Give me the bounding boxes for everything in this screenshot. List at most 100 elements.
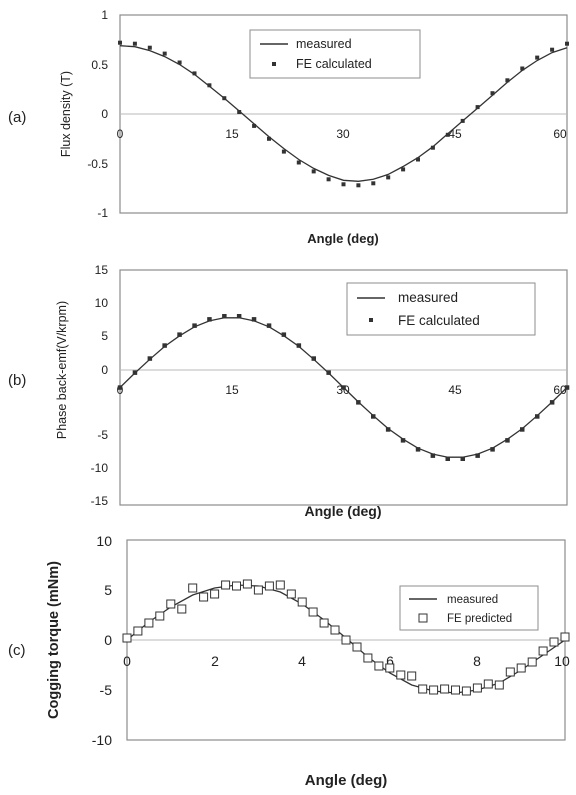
data-point-c-26 — [407, 671, 417, 681]
data-point-a-8 — [237, 110, 242, 114]
x-tick-label-c-0: 0 — [123, 653, 131, 669]
data-point-b-23 — [460, 456, 465, 461]
data-point-a-15 — [341, 182, 346, 187]
data-point-a-23 — [460, 118, 465, 123]
y-tick-label-c-1: -5 — [100, 682, 113, 698]
x-tick-label-a-4: 60 — [553, 127, 567, 141]
data-point-c-11 — [242, 579, 252, 589]
data-point-c-13 — [264, 581, 274, 591]
data-point-b-11 — [281, 332, 287, 337]
legend-marker-swatch-a — [272, 62, 276, 66]
data-point-a-24 — [475, 105, 480, 110]
legend-c: measured FE predicted — [399, 585, 539, 631]
data-point-c-17 — [308, 607, 318, 617]
data-point-c-40 — [560, 632, 570, 642]
panel-b: (b) Phase back-emf(V/krpm) Angle (deg) -… — [8, 263, 570, 519]
data-point-b-22 — [445, 456, 450, 461]
data-point-c-21 — [352, 642, 362, 652]
data-point-b-9 — [251, 317, 257, 322]
y-tick-label-c-3: 5 — [104, 582, 112, 598]
series-layer-c — [122, 579, 570, 696]
data-point-c-0 — [122, 633, 132, 643]
x-tick-label-b-1: 15 — [225, 383, 239, 397]
data-point-b-6 — [207, 317, 212, 322]
x-tick-label-c-5: 10 — [554, 653, 570, 669]
data-point-c-20 — [341, 635, 351, 645]
data-point-a-9 — [252, 123, 257, 128]
data-point-b-1 — [132, 370, 138, 375]
data-point-c-12 — [253, 585, 263, 595]
data-point-c-36 — [516, 663, 526, 673]
x-tick-label-b-0: 0 — [117, 383, 124, 397]
data-point-b-19 — [400, 438, 406, 443]
data-point-a-16 — [356, 183, 361, 188]
data-point-a-17 — [371, 181, 376, 186]
data-point-b-8 — [236, 314, 242, 319]
y-tick-label-a-0: -1 — [97, 206, 108, 220]
data-point-b-29 — [549, 400, 555, 405]
legend-label-measured-c: measured — [447, 594, 498, 606]
x-tick-label-b-2: 30 — [336, 383, 350, 397]
y-tick-label-a-3: 0.5 — [91, 58, 108, 72]
data-point-a-19 — [401, 167, 406, 172]
data-point-b-28 — [535, 414, 540, 419]
y-tick-label-a-2: 0 — [101, 107, 108, 121]
data-point-a-12 — [296, 160, 301, 165]
data-point-a-6 — [207, 83, 212, 88]
data-point-a-13 — [311, 169, 316, 174]
legend-label-fe-b: FE calculated — [398, 313, 480, 328]
x-tick-label-c-1: 2 — [211, 653, 219, 669]
data-point-c-29 — [440, 684, 450, 694]
data-point-b-17 — [371, 414, 376, 419]
legend-marker-swatch-c — [418, 613, 428, 623]
data-point-b-27 — [520, 427, 525, 432]
y-axis-label-a: Flux density (T) — [59, 71, 73, 157]
data-point-c-35 — [505, 667, 515, 677]
data-point-c-34 — [494, 680, 504, 690]
data-point-a-2 — [147, 45, 152, 50]
data-point-c-4 — [166, 599, 176, 609]
y-tick-label-b-2: -5 — [97, 428, 108, 442]
x-axis-label-c: Angle (deg) — [305, 772, 388, 789]
x-tick-label-a-3: 45 — [448, 127, 462, 141]
x-axis-label-a: Angle (deg) — [307, 231, 379, 246]
data-point-c-18 — [319, 618, 329, 628]
data-point-c-1 — [133, 626, 143, 636]
data-point-b-16 — [356, 400, 361, 405]
data-point-b-21 — [430, 453, 436, 458]
data-point-a-30 — [565, 41, 569, 46]
data-point-c-33 — [483, 679, 493, 689]
series-layer-b — [117, 314, 570, 461]
data-point-b-3 — [162, 343, 167, 348]
legend-label-measured-b: measured — [398, 290, 458, 305]
data-point-b-13 — [311, 356, 316, 361]
data-point-a-27 — [520, 66, 525, 71]
data-point-b-4 — [177, 332, 182, 337]
legend-marker-swatch-b — [369, 318, 373, 322]
data-point-a-11 — [281, 149, 286, 154]
panel-label-c: (c) — [8, 642, 26, 659]
x-tick-label-a-0: 0 — [117, 127, 124, 141]
data-point-c-28 — [429, 685, 439, 695]
data-point-c-8 — [210, 589, 220, 599]
legend-a: measured FE calculated — [249, 29, 421, 79]
data-point-a-26 — [505, 78, 510, 83]
data-point-c-24 — [385, 663, 395, 673]
data-point-b-20 — [415, 447, 421, 452]
data-point-c-14 — [275, 580, 285, 590]
data-point-b-10 — [266, 323, 272, 328]
data-point-b-18 — [385, 427, 391, 432]
data-point-c-3 — [155, 611, 165, 621]
data-point-a-29 — [550, 47, 555, 52]
data-point-b-12 — [296, 343, 302, 348]
series-layer-a — [118, 40, 569, 188]
y-tick-label-b-1: -10 — [91, 461, 109, 475]
data-point-c-15 — [286, 589, 296, 599]
data-point-c-23 — [374, 661, 384, 671]
y-tick-label-b-4: 5 — [101, 329, 108, 343]
x-tick-label-c-2: 4 — [298, 653, 306, 669]
x-tick-label-b-3: 45 — [448, 383, 462, 397]
data-point-c-2 — [144, 618, 154, 628]
data-point-b-5 — [192, 323, 197, 328]
